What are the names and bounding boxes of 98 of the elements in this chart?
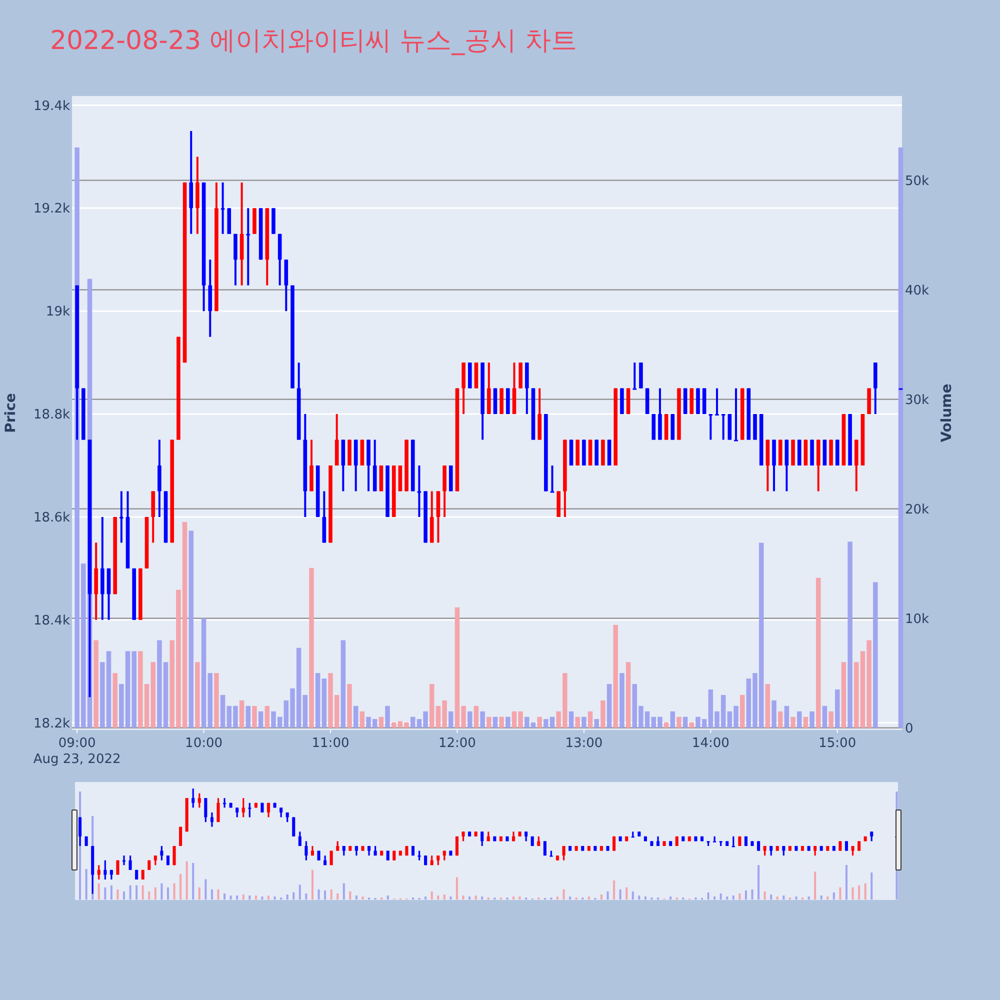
- bar: [468, 711, 472, 728]
- candlestick: [246, 207, 250, 286]
- bar: [810, 711, 814, 728]
- bar: [195, 662, 200, 728]
- bar: [252, 706, 257, 728]
- bar: [568, 711, 574, 728]
- bar: [94, 640, 98, 728]
- bar: [506, 716, 510, 728]
- candlestick: [632, 362, 637, 390]
- candlestick: [715, 387, 719, 416]
- y2-tick-label: 50k: [905, 174, 930, 189]
- bar: [835, 689, 840, 728]
- bar: [347, 684, 352, 728]
- bar: [772, 700, 776, 728]
- candlestick: [120, 490, 124, 544]
- bar: [898, 147, 904, 728]
- bar: [740, 694, 745, 728]
- bar: [188, 530, 194, 728]
- text: Aug 23, 2022: [33, 752, 121, 767]
- bar: [214, 673, 219, 728]
- bar: [309, 568, 314, 728]
- bar: [676, 716, 682, 728]
- y2-axis-title: Volume: [939, 384, 955, 442]
- candlestick: [550, 464, 554, 493]
- bar: [613, 624, 618, 728]
- bar: [385, 706, 390, 728]
- y-tick-label: 19.2k: [34, 202, 70, 217]
- bar: [410, 716, 416, 728]
- bar: [664, 722, 669, 728]
- x-tick-label: 12:00: [438, 736, 476, 751]
- x-tick-label: 09:00: [58, 736, 96, 751]
- y-tick-label: 18.4k: [34, 613, 70, 628]
- bar: [537, 716, 542, 728]
- bar: [258, 711, 264, 728]
- bar: [784, 706, 790, 728]
- bar: [816, 578, 821, 728]
- x-tick-label: 10:00: [185, 736, 223, 751]
- bar: [848, 542, 852, 728]
- y-tick-label: 19k: [46, 304, 70, 320]
- y2-tick-label: 20k: [905, 502, 930, 518]
- bar: [474, 706, 479, 728]
- bar: [492, 716, 498, 728]
- bar: [575, 716, 580, 728]
- y-tick-label: 18.6k: [34, 510, 70, 526]
- bar: [682, 716, 688, 728]
- bar: [315, 673, 320, 728]
- bar: [841, 662, 846, 728]
- bar: [606, 684, 612, 728]
- chart-title: 2022-08-23 에이치와이티씨 뉴스_공시 차트: [50, 26, 577, 56]
- bar: [588, 711, 593, 728]
- candlestick: [708, 413, 713, 441]
- y-tick-label: 18.2k: [34, 716, 70, 732]
- bar: [353, 706, 358, 728]
- bar: [499, 716, 504, 728]
- bar: [322, 678, 327, 728]
- y2-tick-label: 10k: [905, 612, 930, 627]
- bar: [360, 711, 365, 728]
- bar: [246, 706, 251, 728]
- bar: [112, 673, 118, 728]
- candlestick: [417, 464, 422, 518]
- bar: [796, 711, 802, 728]
- y-axis-title: Price: [3, 393, 19, 433]
- bar: [873, 582, 878, 728]
- bar: [239, 700, 244, 728]
- bar: [626, 662, 631, 728]
- candlestick: [734, 387, 738, 442]
- x-tick-label: 14:00: [692, 736, 730, 751]
- y-tick-label: 19.4k: [34, 98, 70, 114]
- bar: [828, 711, 834, 728]
- y2-tick-label: 40k: [905, 283, 930, 298]
- bar: [220, 694, 226, 728]
- bar: [803, 716, 808, 728]
- bar: [765, 684, 770, 728]
- bar: [689, 722, 694, 728]
- x-tick-label: 11:00: [312, 736, 350, 751]
- bar: [620, 673, 624, 728]
- bar: [480, 711, 485, 728]
- bar: [600, 700, 606, 728]
- bar: [486, 716, 492, 728]
- bar: [340, 640, 346, 728]
- bar: [391, 722, 396, 728]
- bar: [790, 716, 796, 728]
- candlestick: [220, 181, 225, 235]
- y2-tick-label: 0: [905, 721, 914, 736]
- x-tick-label: 15:00: [818, 736, 856, 751]
- bar: [594, 719, 599, 728]
- y-tick-label: 18.8k: [34, 408, 70, 423]
- y2-tick-label: 30k: [905, 392, 930, 408]
- bar: [378, 716, 384, 728]
- bar: [670, 711, 676, 728]
- bar: [302, 694, 308, 728]
- bar: [822, 706, 828, 728]
- bar: [264, 706, 270, 728]
- x-tick-label: 13:00: [565, 736, 603, 751]
- candlestick: [721, 413, 726, 441]
- bar: [448, 711, 454, 728]
- bar: [778, 711, 783, 728]
- bar: [582, 716, 586, 728]
